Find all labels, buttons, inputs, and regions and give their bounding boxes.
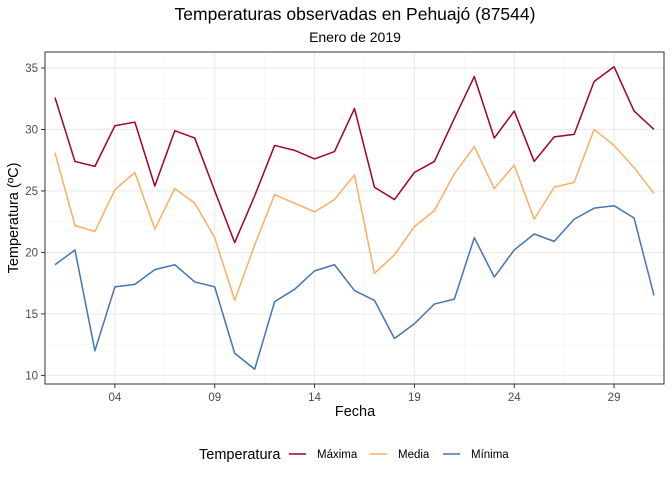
legend-label-media: Media	[398, 449, 430, 461]
y-tick-label: 35	[25, 63, 38, 75]
y-axis-title: Temperatura (ºC)	[6, 163, 22, 274]
series-line-mínima	[54, 204, 655, 370]
y-tick-label: 10	[25, 370, 38, 382]
legend-title: Temperatura	[199, 447, 281, 463]
axes: 10 15 20 25 30 35 04 09 14 19 24 29	[25, 63, 620, 404]
x-tick-label: 04	[108, 392, 121, 404]
x-tick-label: 19	[408, 392, 421, 404]
series-lines	[54, 66, 655, 370]
x-axis-title: Fecha	[335, 404, 376, 420]
chart-subtitle: Enero de 2019	[309, 29, 401, 45]
legend: Temperatura Máxima Media Mínima	[199, 447, 509, 463]
x-tick-label: 29	[608, 392, 621, 404]
x-tick-label: 09	[208, 392, 221, 404]
legend-label-máxima: Máxima	[317, 449, 358, 461]
y-tick-label: 30	[25, 124, 38, 136]
plot-panel-border	[44, 51, 665, 385]
y-tick-label: 20	[25, 247, 38, 259]
x-tick-label: 14	[308, 392, 321, 404]
x-tick-label: 24	[508, 392, 521, 404]
y-tick-label: 25	[25, 186, 38, 198]
series-line-máxima	[54, 66, 655, 244]
legend-label-mínima: Mínima	[471, 449, 509, 461]
chart-title: Temperaturas observadas en Pehuajó (8754…	[175, 4, 536, 24]
grid-lines	[45, 52, 664, 384]
series-line-media	[54, 128, 655, 302]
y-tick-label: 15	[25, 309, 38, 321]
